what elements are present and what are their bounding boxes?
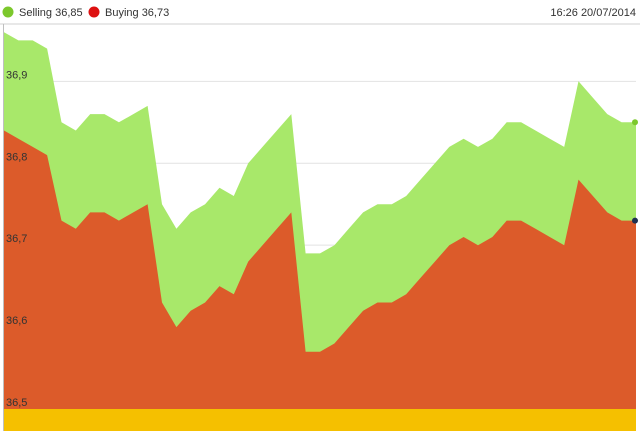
legend-marker-selling <box>2 6 14 18</box>
y-tick-label: 36,9 <box>6 69 27 81</box>
legend: Selling 36,85 Buying 36,73 <box>2 6 169 19</box>
legend-marker-buying <box>88 6 100 18</box>
chart-timestamp: 16:26 20/07/2014 <box>550 7 636 19</box>
y-tick-label: 36,7 <box>6 233 27 245</box>
y-tick-label: 36,6 <box>6 315 27 327</box>
base-band <box>4 409 636 431</box>
y-axis-ticks: 36,9 36,8 36,7 36,6 36,5 <box>6 69 27 409</box>
end-markers <box>632 119 638 224</box>
area-series <box>4 32 636 409</box>
end-marker-buying <box>632 217 638 224</box>
legend-label-selling: Selling 36,85 <box>19 7 83 19</box>
series-area-buying <box>4 130 636 409</box>
y-tick-label: 36,5 <box>6 397 27 409</box>
end-marker-selling <box>632 119 638 126</box>
y-tick-label: 36,8 <box>6 151 27 163</box>
legend-label-buying: Buying 36,73 <box>105 7 169 19</box>
